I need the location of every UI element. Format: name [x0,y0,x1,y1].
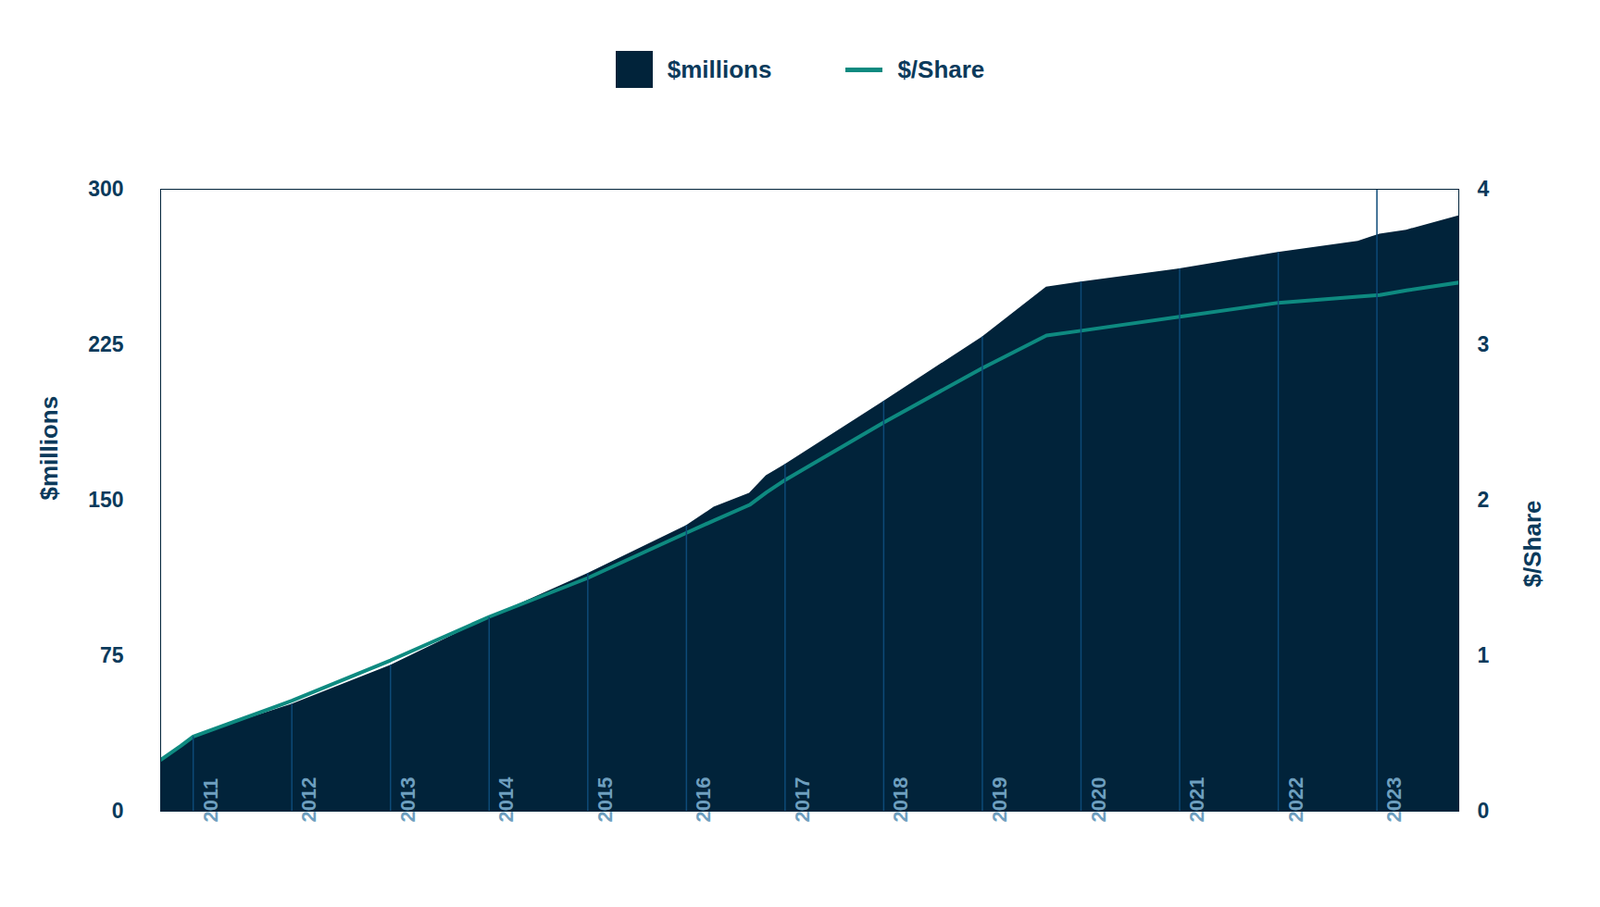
svg-text:300: 300 [87,176,124,201]
svg-text:2021: 2021 [1185,777,1209,824]
svg-text:2013: 2013 [396,777,420,824]
svg-text:2017: 2017 [790,777,814,824]
svg-text:0: 0 [112,799,125,824]
svg-text:225: 225 [87,332,125,357]
svg-text:2020: 2020 [1087,777,1111,824]
svg-text:3: 3 [1477,332,1490,357]
svg-text:2014: 2014 [494,776,518,824]
svg-text:2015: 2015 [593,777,617,824]
svg-text:2018: 2018 [888,777,913,824]
svg-text:1: 1 [1477,643,1490,668]
svg-text:2012: 2012 [297,777,321,824]
svg-text:150: 150 [87,487,124,513]
svg-text:2: 2 [1477,487,1490,513]
svg-text:2011: 2011 [199,778,223,824]
svg-text:$millions: $millions [35,396,63,501]
svg-text:$/Share: $/Share [1518,500,1547,588]
svg-text:2019: 2019 [987,777,1012,824]
html-text:$millions: $millions [667,55,772,83]
svg-text:0: 0 [1477,799,1490,824]
svg-text:2023: 2023 [1382,777,1406,824]
svg-text:75: 75 [100,643,125,668]
svg-text:2016: 2016 [691,777,715,824]
svg-text:2022: 2022 [1284,777,1308,824]
html-text:$/Share: $/Share [897,55,985,83]
svg-text:4: 4 [1477,176,1490,201]
